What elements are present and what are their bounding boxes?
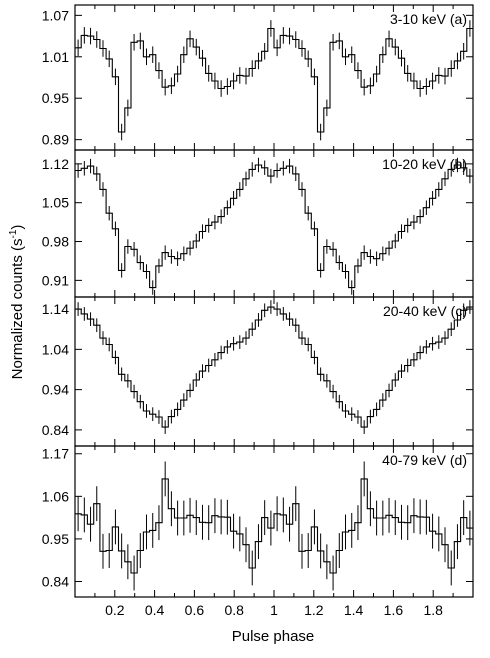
profile-series (75, 306, 473, 428)
panels-group: 0.89 0.95 1.01 1.07 3-10 keV (a) 0.91 0.98 1.05… (42, 4, 474, 618)
y-tick-label: 0.94 (42, 382, 69, 398)
panel-frame (74, 296, 474, 447)
x-tick-label: 0.8 (224, 602, 244, 618)
x-tick-label: 0.2 (105, 602, 125, 618)
panel-1: 0.89 0.95 1.01 1.07 3-10 keV (a) (42, 4, 474, 151)
x-tick-label: 1.4 (344, 602, 364, 618)
y-tick-label: 1.17 (42, 446, 69, 462)
y-tick-label: 1.01 (42, 49, 69, 65)
y-tick-label: 0.84 (42, 574, 69, 590)
x-tick-label: 1.6 (384, 602, 404, 618)
panel-4: 0.84 0.95 1.06 1.17 0.2 0.4 0.6 0.8 1 1.2 1.4 1.6 1.… (42, 445, 474, 618)
x-tick-label: 1.2 (304, 602, 324, 618)
y-tick-label: 0.95 (42, 90, 69, 106)
x-tick-label: 0.6 (185, 602, 205, 618)
panel-3: 0.84 0.94 1.04 1.14 20-40 keV (c) (42, 296, 474, 447)
panel-energy-label: 20-40 keV (c) (383, 303, 467, 319)
panel-2: 0.91 0.98 1.05 1.12 10-20 keV (b) (42, 149, 474, 298)
x-tick-label: 1 (270, 602, 278, 618)
x-axis-label: Pulse phase (232, 628, 315, 645)
y-tick-label: 0.91 (42, 272, 69, 288)
profile-series (75, 164, 473, 289)
y-tick-label: 0.98 (42, 234, 69, 250)
y-tick-label: 1.04 (42, 341, 69, 357)
panel-energy-label: 3-10 keV (a) (390, 11, 467, 27)
y-tick-label: 1.12 (42, 156, 69, 172)
x-tick-label: 0.4 (145, 602, 165, 618)
y-tick-label: 1.14 (42, 301, 69, 317)
y-tick-label: 0.84 (42, 422, 69, 438)
panel-energy-label: 10-20 keV (b) (382, 156, 467, 172)
x-tick-label: 1.8 (423, 602, 443, 618)
profile-series (75, 27, 473, 133)
profile-series (75, 478, 473, 574)
y-tick-label: 0.95 (42, 531, 69, 547)
y-tick-label: 1.06 (42, 488, 69, 504)
y-tick-label: 1.05 (42, 195, 69, 211)
y-tick-label: 1.07 (42, 7, 69, 23)
y-tick-label: 0.89 (42, 132, 69, 148)
y-axis-label: Normalized counts (s-1) (8, 225, 26, 380)
panel-energy-label: 40-79 keV (d) (382, 452, 467, 468)
